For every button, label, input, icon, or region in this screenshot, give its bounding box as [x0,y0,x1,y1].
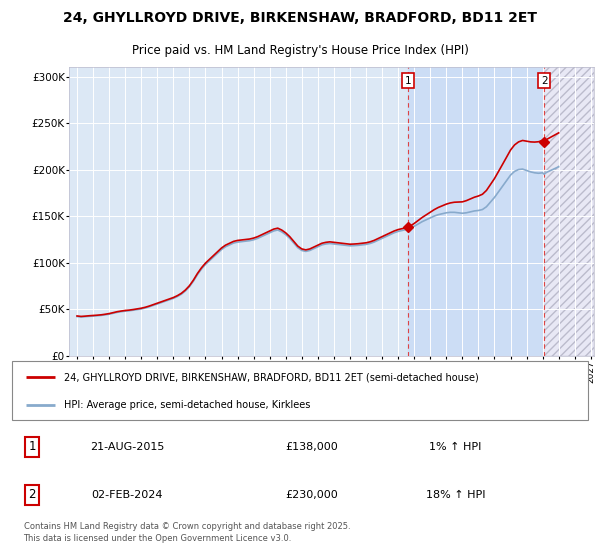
Text: Contains HM Land Registry data © Crown copyright and database right 2025.
This d: Contains HM Land Registry data © Crown c… [23,522,350,543]
Text: 1: 1 [28,440,36,454]
Text: 2: 2 [541,76,547,86]
Text: £230,000: £230,000 [285,490,338,500]
Bar [544,67,594,356]
Text: 2: 2 [28,488,36,501]
Text: 18% ↑ HPI: 18% ↑ HPI [426,490,485,500]
Text: £138,000: £138,000 [285,442,338,452]
Bar [544,67,594,356]
Text: 24, GHYLLROYD DRIVE, BIRKENSHAW, BRADFORD, BD11 2ET: 24, GHYLLROYD DRIVE, BIRKENSHAW, BRADFOR… [63,11,537,25]
FancyBboxPatch shape [12,361,588,420]
Text: 1% ↑ HPI: 1% ↑ HPI [430,442,482,452]
Text: 02-FEB-2024: 02-FEB-2024 [91,490,163,500]
Text: HPI: Average price, semi-detached house, Kirklees: HPI: Average price, semi-detached house,… [64,400,310,410]
Bar [409,67,544,356]
Text: 24, GHYLLROYD DRIVE, BIRKENSHAW, BRADFORD, BD11 2ET (semi-detached house): 24, GHYLLROYD DRIVE, BIRKENSHAW, BRADFOR… [64,372,479,382]
Text: 1: 1 [405,76,412,86]
Text: Price paid vs. HM Land Registry's House Price Index (HPI): Price paid vs. HM Land Registry's House … [131,44,469,57]
Text: 21-AUG-2015: 21-AUG-2015 [90,442,164,452]
